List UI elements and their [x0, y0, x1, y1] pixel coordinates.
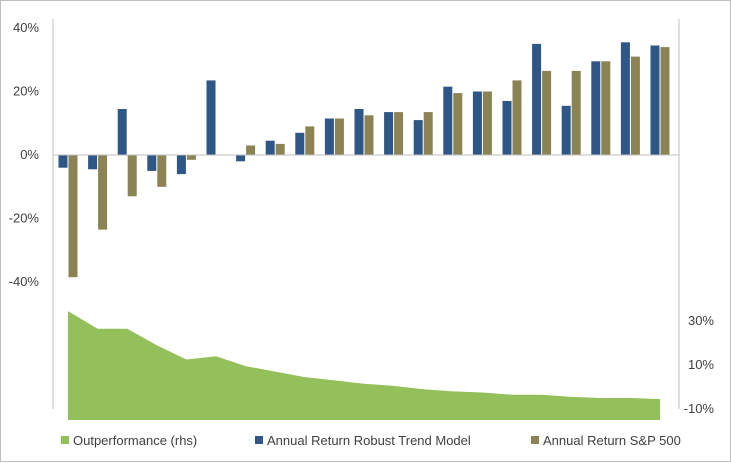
bar-robust-trend-10: [354, 109, 364, 155]
bar-robust-trend-17: [561, 105, 571, 155]
bar-robust-trend-2: [117, 109, 127, 155]
bar-sp500-4: [186, 155, 196, 160]
bar-robust-trend-8: [295, 132, 305, 155]
left-tick-label: -20%: [9, 211, 40, 226]
bar-sp500-17: [571, 70, 581, 155]
bar-sp500-0: [68, 155, 78, 278]
outperformance-area: [68, 311, 660, 420]
legend-label-sp500: Annual Return S&P 500: [543, 433, 681, 448]
bar-sp500-11: [394, 112, 404, 155]
bar-sp500-8: [305, 126, 315, 155]
bar-sp500-18: [601, 61, 611, 155]
bar-sp500-20: [660, 47, 670, 155]
bar-robust-trend-16: [532, 43, 542, 155]
bar-sp500-15: [512, 80, 522, 155]
bar-robust-trend-3: [147, 155, 157, 171]
bar-sp500-16: [542, 70, 552, 155]
left-tick-label: -40%: [9, 274, 40, 289]
bar-sp500-6: [246, 145, 256, 155]
outperformance-area-layer: [68, 311, 660, 420]
bar-sp500-19: [630, 56, 640, 155]
bar-robust-trend-19: [620, 42, 630, 155]
bar-sp500-9: [334, 118, 344, 155]
bar-robust-trend-0: [58, 155, 68, 168]
legend-label-outperformance: Outperformance (rhs): [73, 433, 197, 448]
left-tick-label: 0%: [20, 147, 39, 162]
bar-robust-trend-1: [88, 155, 98, 170]
bar-robust-trend-15: [502, 101, 512, 155]
bar-sp500-2: [127, 155, 137, 197]
bar-sp500-1: [98, 155, 108, 230]
bar-robust-trend-6: [236, 155, 246, 162]
bar-sp500-12: [423, 112, 433, 155]
legend-swatch-robust-trend: [255, 436, 263, 444]
bar-robust-trend-11: [384, 112, 394, 155]
right-tick-label: 10%: [688, 357, 714, 372]
legend-swatch-sp500: [531, 436, 539, 444]
bar-sp500-13: [453, 93, 463, 155]
right-tick-label: 30%: [688, 313, 714, 328]
right-tick-label: -10%: [684, 401, 715, 416]
bar-robust-trend-14: [472, 91, 482, 155]
bar-robust-trend-9: [324, 118, 334, 155]
bar-robust-trend-4: [176, 155, 186, 175]
bar-sp500-10: [364, 115, 374, 155]
bar-robust-trend-5: [206, 80, 216, 155]
axis-layer: [52, 19, 680, 409]
bar-sp500-3: [157, 155, 167, 187]
tick-label-layer: 40% 20% 0% -20% -40% 30% 10% -10%: [9, 20, 715, 416]
legend: Outperformance (rhs) Annual Return Robus…: [61, 433, 681, 448]
legend-label-robust-trend: Annual Return Robust Trend Model: [267, 433, 471, 448]
bar-robust-trend-13: [443, 86, 453, 155]
bar-sp500-14: [482, 91, 492, 155]
bar-layer: [58, 42, 670, 278]
bar-robust-trend-20: [650, 45, 660, 155]
legend-swatch-outperformance: [61, 436, 69, 444]
left-tick-label: 20%: [13, 84, 39, 99]
bar-robust-trend-7: [265, 140, 275, 155]
left-tick-label: 40%: [13, 20, 39, 35]
bar-robust-trend-18: [591, 61, 601, 155]
bar-sp500-7: [275, 143, 285, 155]
bar-robust-trend-12: [413, 120, 423, 155]
